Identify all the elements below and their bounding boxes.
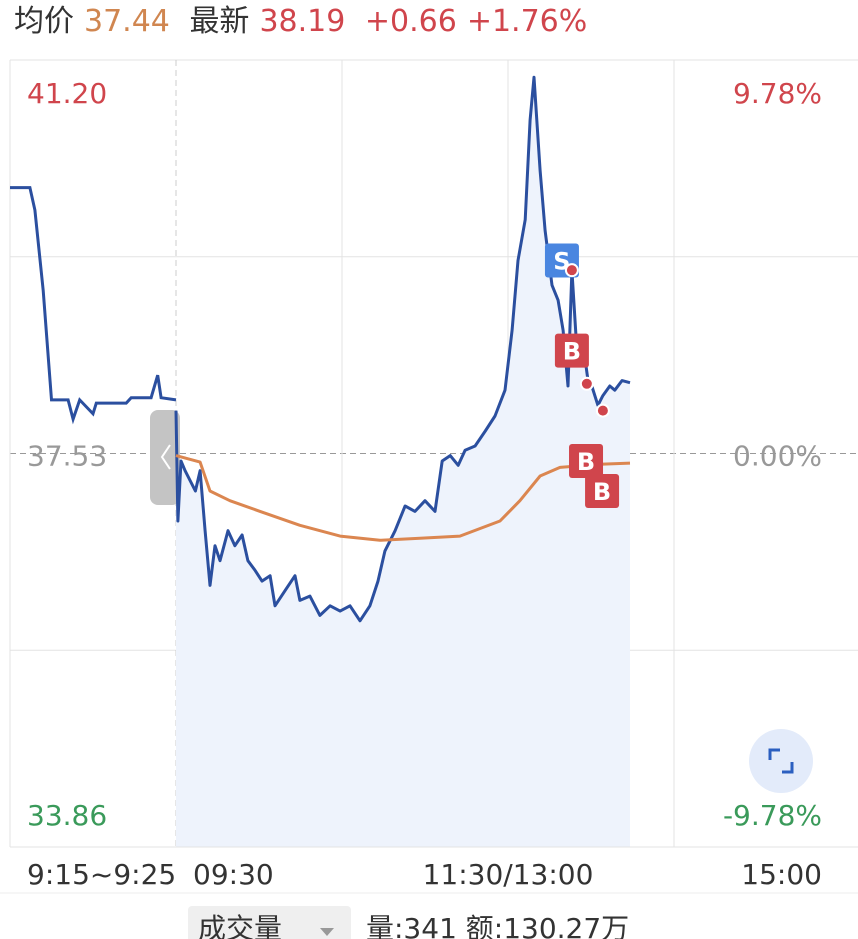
y-tick-label: 33.86	[27, 799, 107, 832]
y-tick-label: 41.20	[27, 77, 107, 110]
trade-marker-label: B	[593, 478, 611, 506]
avg-label: 均价	[14, 4, 74, 39]
trade-marker-label: B	[563, 338, 581, 366]
y2-tick-label: 0.00%	[733, 440, 822, 473]
trade-point	[595, 403, 610, 418]
volume-menu-label: 成交量	[198, 912, 282, 939]
x-tick-label: 09:30	[193, 858, 274, 891]
header: 均价 37.44 最新 38.19 +0.66 +1.76%	[14, 2, 597, 42]
y2-tick-label: -9.78%	[723, 799, 822, 832]
last-price: 38.19	[259, 4, 346, 39]
premarket-line	[10, 186, 177, 425]
fullscreen-button[interactable]	[749, 729, 813, 793]
trade-marker	[554, 333, 589, 368]
trade-point	[579, 376, 594, 391]
trade-point	[564, 263, 579, 278]
dropdown-arrow	[320, 928, 334, 936]
avg-line	[175, 454, 631, 542]
x-tick-label: 11:30/13:00	[423, 858, 594, 891]
volume-info: 量:341 额:130.27万	[366, 912, 629, 939]
trade-marker	[569, 444, 604, 479]
change-pct: +1.76%	[466, 4, 588, 39]
trade-marker	[585, 474, 620, 509]
price-area	[176, 77, 631, 847]
y-tick-label: 37.53	[27, 440, 107, 473]
fullscreen-icon	[768, 748, 794, 774]
y2-tick-label: 9.78%	[733, 77, 822, 110]
change: +0.66	[364, 4, 457, 39]
last-label: 最新	[189, 4, 250, 39]
volume-menu[interactable]	[188, 906, 351, 939]
x-tick-label: 15:00	[741, 858, 822, 891]
trade-marker-label: B	[577, 448, 595, 476]
collapse-icon	[160, 444, 171, 470]
x-tick-label: 9:15~9:25	[27, 858, 176, 891]
collapse-tab[interactable]	[150, 410, 180, 505]
avg-price: 37.44	[84, 4, 170, 39]
